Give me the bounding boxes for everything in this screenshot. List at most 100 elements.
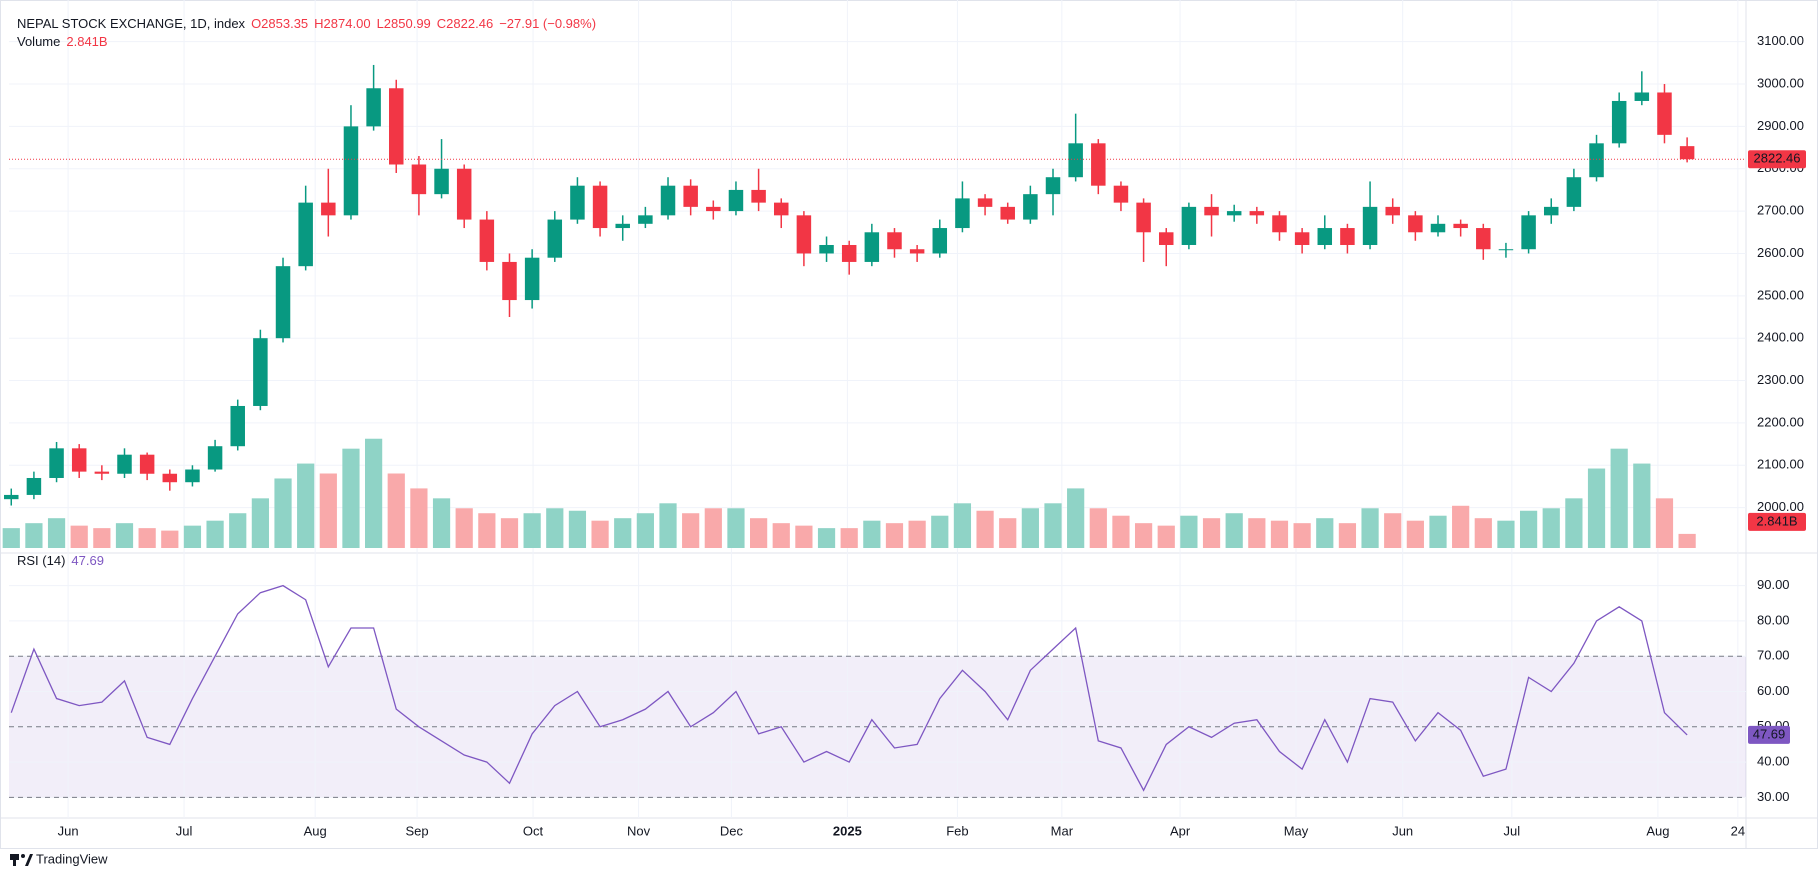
candle-body <box>1611 100 1627 144</box>
candle-body <box>841 244 857 262</box>
rsi-tick-label: 70.00 <box>1757 648 1790 663</box>
volume-bar <box>478 513 496 548</box>
y-tick-label: 3000.00 <box>1757 75 1804 90</box>
candle-body <box>230 405 245 447</box>
candle-body <box>71 448 87 472</box>
volume-bar <box>1248 518 1266 548</box>
brand-logo <box>25 854 33 866</box>
x-tick-label: Jun <box>1392 823 1413 838</box>
volume-bar <box>1633 463 1651 548</box>
volume-bar <box>727 508 745 548</box>
rsi-tick-label: 60.00 <box>1757 683 1790 698</box>
volume-bar <box>1361 508 1379 548</box>
volume-bar <box>1089 508 1107 548</box>
open-value: O2853.35 <box>251 16 309 31</box>
volume-bar <box>1202 518 1221 548</box>
candle-body <box>524 257 540 301</box>
candle-body <box>1294 232 1310 245</box>
candle-body <box>955 198 970 229</box>
candle-body <box>1000 206 1015 220</box>
volume-bar <box>749 518 768 548</box>
candle-body <box>253 338 268 406</box>
candle-body <box>1226 211 1242 216</box>
candle-body <box>94 471 110 474</box>
y-tick-label: 2600.00 <box>1757 245 1804 260</box>
volume-bar <box>795 525 813 548</box>
volume-bar <box>1316 518 1334 548</box>
candle-body <box>1317 228 1333 245</box>
candle-body <box>1634 92 1650 101</box>
candle-body <box>26 477 42 495</box>
y-tick-label: 2900.00 <box>1757 118 1804 133</box>
volume-bar <box>1293 523 1311 548</box>
rsi-label: 47.69 <box>1753 726 1786 741</box>
volume-bar <box>25 523 43 548</box>
volume-bar <box>47 518 66 548</box>
candle-body <box>638 215 653 224</box>
volume-bar <box>70 525 88 548</box>
candle-body <box>139 454 155 474</box>
volume-bar <box>297 463 315 548</box>
high-value: H2874.00 <box>314 16 371 31</box>
candle-body <box>321 202 336 216</box>
candle-body <box>1068 143 1083 178</box>
candle-body <box>1408 215 1423 233</box>
volume-bar <box>93 528 111 548</box>
x-tick-label: Mar <box>1051 823 1074 838</box>
candle-body <box>660 185 676 216</box>
volume-bar <box>365 438 383 548</box>
y-tick-label: 2200.00 <box>1757 414 1804 429</box>
x-tick-label: Jun <box>58 823 79 838</box>
candle-body <box>977 198 993 207</box>
rsi-legend: RSI (14) 47.69 <box>17 553 110 568</box>
close-value: C2822.46 <box>436 16 494 31</box>
candle-body <box>4 494 19 500</box>
x-tick-label: Jul <box>176 823 193 838</box>
candle-body <box>389 88 404 165</box>
candle-body <box>1476 228 1491 250</box>
volume-bar <box>1474 518 1492 548</box>
candle-body <box>1091 143 1106 186</box>
candle-body <box>1657 92 1672 135</box>
volume-bar <box>455 508 473 548</box>
x-tick-label: Jul <box>1504 823 1521 838</box>
volume-bar <box>1587 468 1606 548</box>
volume-bar <box>342 448 360 548</box>
candle-body <box>547 219 563 258</box>
candle-body <box>819 244 834 254</box>
volume-bar <box>976 510 994 548</box>
volume-bar <box>1655 498 1674 548</box>
brand-logo <box>13 854 16 866</box>
candle-body <box>434 168 449 195</box>
volume-bar <box>1429 515 1447 548</box>
candle-body <box>502 261 517 301</box>
candle-body <box>1249 211 1265 216</box>
volume-bar <box>1021 508 1039 548</box>
candle-body <box>570 185 585 220</box>
candle-body <box>1113 185 1129 203</box>
y-tick-label: 2400.00 <box>1757 330 1804 345</box>
rsi-tick-label: 30.00 <box>1757 789 1790 804</box>
volume-bar <box>410 488 428 548</box>
volume-bar <box>206 520 224 548</box>
candle-body <box>1272 215 1287 233</box>
brand-logo <box>21 854 25 858</box>
volume-bar <box>659 503 677 548</box>
volume-bar <box>229 513 247 548</box>
low-value: L2850.99 <box>376 16 431 31</box>
candle-body <box>1543 206 1559 216</box>
volume-name: Volume <box>17 34 61 49</box>
candle-body <box>162 473 178 483</box>
volume-bar <box>183 525 202 548</box>
candle-body <box>1521 215 1536 250</box>
volume-bar <box>908 520 926 548</box>
volume-bar <box>138 528 156 548</box>
x-tick-label: 24 <box>1731 823 1745 838</box>
candle-body <box>592 185 608 229</box>
volume-bar <box>1452 505 1470 548</box>
volume-bar <box>885 523 904 548</box>
rsi-tick-label: 80.00 <box>1757 612 1790 627</box>
candle-body <box>117 454 132 474</box>
x-tick-label: Aug <box>1646 823 1669 838</box>
y-tick-label: 2100.00 <box>1757 457 1804 472</box>
